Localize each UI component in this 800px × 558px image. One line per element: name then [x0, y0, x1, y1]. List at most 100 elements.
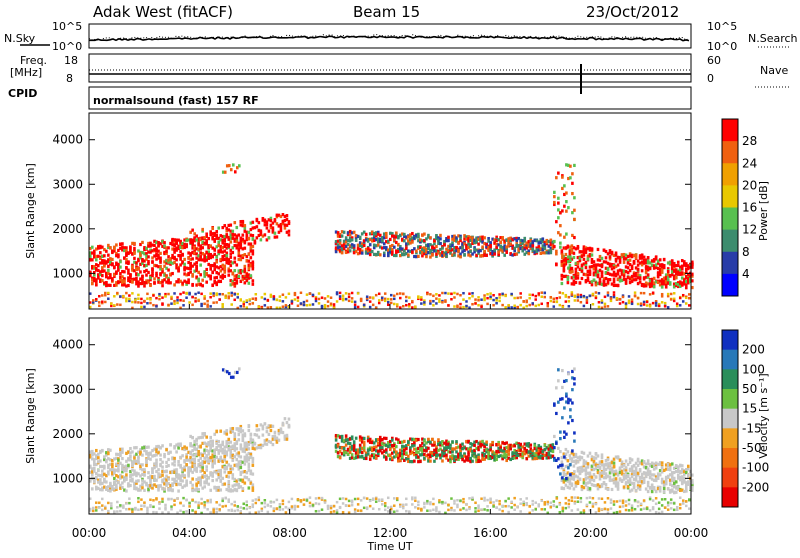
data-cell [429, 509, 432, 512]
data-cell [185, 296, 188, 299]
data-cell [109, 246, 112, 249]
data-cell [559, 304, 562, 307]
beam-title: Beam 15 [353, 3, 420, 21]
data-cell [643, 508, 646, 511]
data-cell [167, 293, 170, 296]
data-cell [217, 244, 220, 247]
data-cell [447, 236, 450, 239]
data-cell [351, 501, 354, 504]
data-cell [384, 505, 387, 508]
data-cell [574, 299, 577, 302]
data-cell [321, 296, 324, 299]
data-cell [191, 241, 194, 244]
data-cell [387, 298, 390, 301]
data-cell [209, 489, 212, 492]
data-cell [544, 292, 547, 295]
data-cell [92, 507, 95, 510]
data-cell [119, 504, 122, 507]
data-cell [137, 501, 140, 504]
data-cell [149, 302, 152, 305]
data-cell [453, 292, 456, 295]
data-cell [158, 507, 161, 510]
data-cell [563, 184, 566, 187]
data-cell [531, 244, 534, 247]
data-cell [676, 302, 679, 305]
data-cell [159, 252, 162, 255]
data-cell [211, 465, 214, 468]
data-cell [236, 509, 239, 512]
data-cell [465, 300, 468, 303]
data-cell [164, 295, 167, 298]
data-cell [107, 269, 110, 272]
data-cell [165, 461, 168, 464]
data-cell [207, 483, 210, 486]
data-cell [429, 302, 432, 305]
data-cell [432, 498, 435, 501]
data-cell [477, 296, 480, 299]
data-cell [264, 422, 267, 425]
data-cell [489, 501, 492, 504]
data-cell [486, 297, 489, 300]
data-cell [203, 461, 206, 464]
data-cell [504, 306, 507, 309]
data-cell [215, 511, 218, 514]
data-cell [213, 452, 216, 455]
data-cell [357, 292, 360, 295]
data-cell [152, 511, 155, 514]
data-cell [215, 234, 218, 237]
data-cell [110, 502, 113, 505]
data-cell [240, 510, 243, 512]
data-cell [272, 443, 275, 446]
data-cell [146, 302, 149, 305]
data-cell [266, 430, 269, 433]
data-cell [609, 255, 612, 258]
data-cell [577, 296, 580, 299]
data-cell [577, 293, 580, 296]
data-cell [330, 302, 333, 305]
data-cell [243, 507, 246, 510]
data-cell [459, 255, 462, 258]
data-cell [117, 469, 120, 472]
data-cell [158, 503, 161, 506]
data-cell [191, 284, 194, 287]
data-cell [519, 498, 522, 501]
data-cell [243, 503, 246, 506]
data-cell [569, 165, 572, 168]
data-cell [125, 292, 128, 295]
data-cell [116, 510, 119, 513]
data-cell [161, 500, 164, 503]
data-cell [383, 254, 386, 257]
data-cell [663, 265, 666, 268]
colorbar-segment [722, 119, 738, 142]
data-cell [264, 233, 267, 236]
data-cell [399, 292, 402, 295]
data-cell [327, 295, 330, 298]
data-cell [395, 445, 398, 448]
data-cell [169, 443, 172, 446]
data-cell [288, 501, 291, 504]
data-cell [456, 305, 459, 308]
data-cell [119, 510, 122, 513]
data-cell [212, 511, 215, 514]
data-cell [147, 471, 150, 474]
data-cell [647, 256, 650, 259]
data-cell [212, 295, 215, 298]
data-cell [200, 498, 203, 501]
data-cell [438, 294, 441, 297]
data-cell [637, 505, 640, 508]
data-cell [498, 296, 501, 299]
data-cell [619, 258, 622, 261]
data-cell [252, 460, 255, 463]
data-cell [438, 499, 441, 502]
data-cell [447, 504, 450, 507]
data-cell [569, 246, 572, 249]
data-cell [403, 440, 406, 443]
data-cell [577, 508, 580, 511]
data-cell [231, 467, 234, 470]
data-cell [129, 455, 132, 458]
data-cell [197, 504, 200, 507]
data-cell [140, 508, 143, 511]
data-cell [232, 163, 235, 166]
data-cell [133, 257, 136, 260]
data-cell [595, 267, 598, 270]
